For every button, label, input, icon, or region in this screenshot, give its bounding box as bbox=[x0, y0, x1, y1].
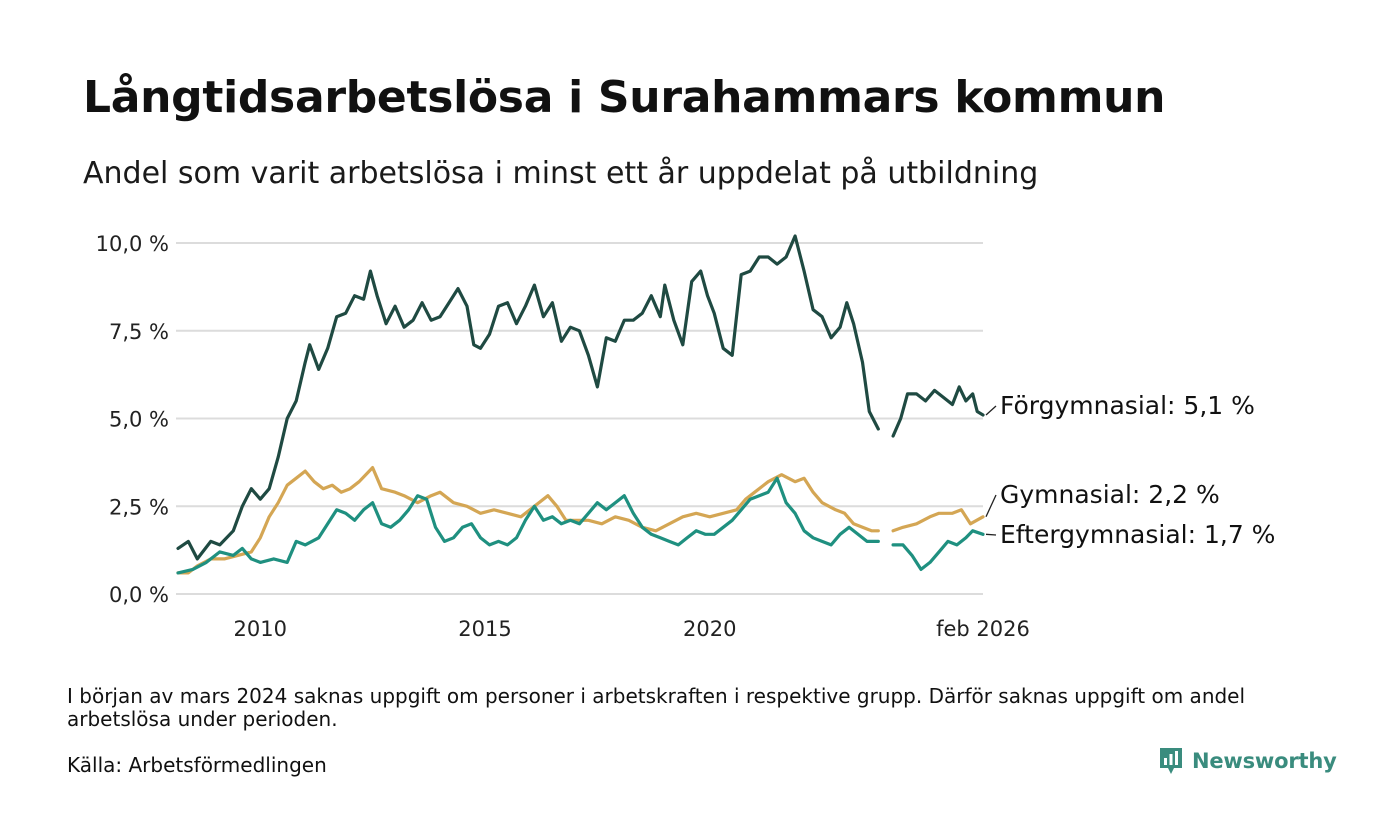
chart-subtitle: Andel som varit arbetslösa i minst ett å… bbox=[83, 156, 1039, 191]
series-line-eftergymnasial-1 bbox=[176, 476, 880, 575]
series-line-gymnasial-1 bbox=[176, 466, 880, 575]
x-tick-label: 2015 bbox=[458, 617, 511, 641]
series-lines bbox=[176, 234, 985, 575]
brand-name: Newsworthy bbox=[1192, 749, 1337, 773]
y-tick-label: 10,0 % bbox=[96, 232, 169, 256]
y-tick-label: 0,0 % bbox=[109, 583, 169, 607]
label-leader-line bbox=[985, 533, 997, 536]
series-line-eftergymnasial-2 bbox=[891, 529, 985, 571]
series-line-gymnasial-2 bbox=[891, 508, 985, 533]
series-labels: Förgymnasial: 5,1 % Gymnasial: 2,2 % Efter… bbox=[985, 391, 1275, 549]
x-axis-ticks: 2010 2015 2020 feb 2026 bbox=[234, 617, 1030, 641]
series-line-förgymnasial-2 bbox=[891, 385, 985, 438]
label-leader-line bbox=[985, 405, 997, 416]
brand-logo: Newsworthy bbox=[1158, 746, 1337, 776]
y-axis-ticks: 0,0 % 2,5 % 5,0 % 7,5 % 10,0 % bbox=[96, 232, 169, 607]
gridlines bbox=[176, 242, 983, 595]
x-tick-label: 2010 bbox=[234, 617, 287, 641]
y-tick-label: 2,5 % bbox=[109, 495, 169, 519]
y-tick-label: 5,0 % bbox=[109, 408, 169, 432]
series-label-gymnasial: Gymnasial: 2,2 % bbox=[1000, 480, 1220, 509]
footnote: I början av mars 2024 saknas uppgift om … bbox=[67, 684, 1246, 731]
label-leader-line bbox=[985, 494, 997, 518]
series-label-eftergymnasial: Eftergymnasial: 1,7 % bbox=[1000, 520, 1275, 549]
y-tick-label: 7,5 % bbox=[109, 320, 169, 344]
x-tick-label: feb 2026 bbox=[936, 617, 1030, 641]
series-label-förgymnasial: Förgymnasial: 5,1 % bbox=[1000, 391, 1255, 420]
x-tick-label: 2020 bbox=[683, 617, 736, 641]
chart-title: Långtidsarbetslösa i Surahammars kommun bbox=[83, 72, 1166, 123]
line-chart: 0,0 % 2,5 % 5,0 % 7,5 % 10,0 % 2010 2015 2020 f… bbox=[96, 232, 1276, 641]
newsworthy-logo-icon bbox=[1160, 748, 1182, 774]
source-credit: Källa: Arbetsförmedlingen bbox=[67, 753, 327, 777]
series-line-förgymnasial-1 bbox=[176, 234, 880, 561]
